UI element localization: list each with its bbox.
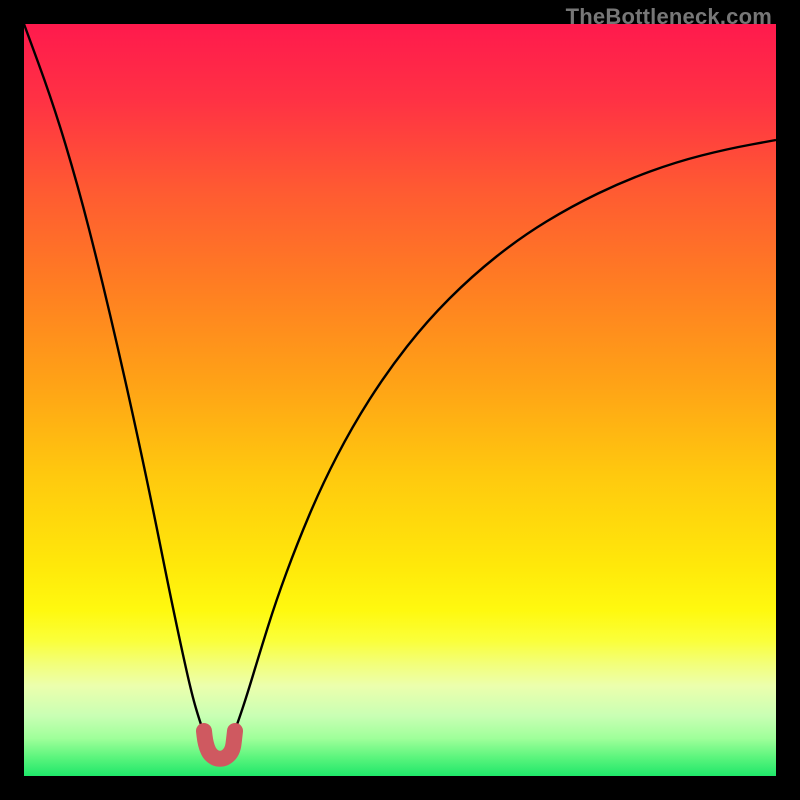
plot-gradient-area	[24, 24, 776, 776]
bottleneck-chart: TheBottleneck.com	[0, 0, 800, 800]
chart-svg-layer	[0, 0, 800, 800]
